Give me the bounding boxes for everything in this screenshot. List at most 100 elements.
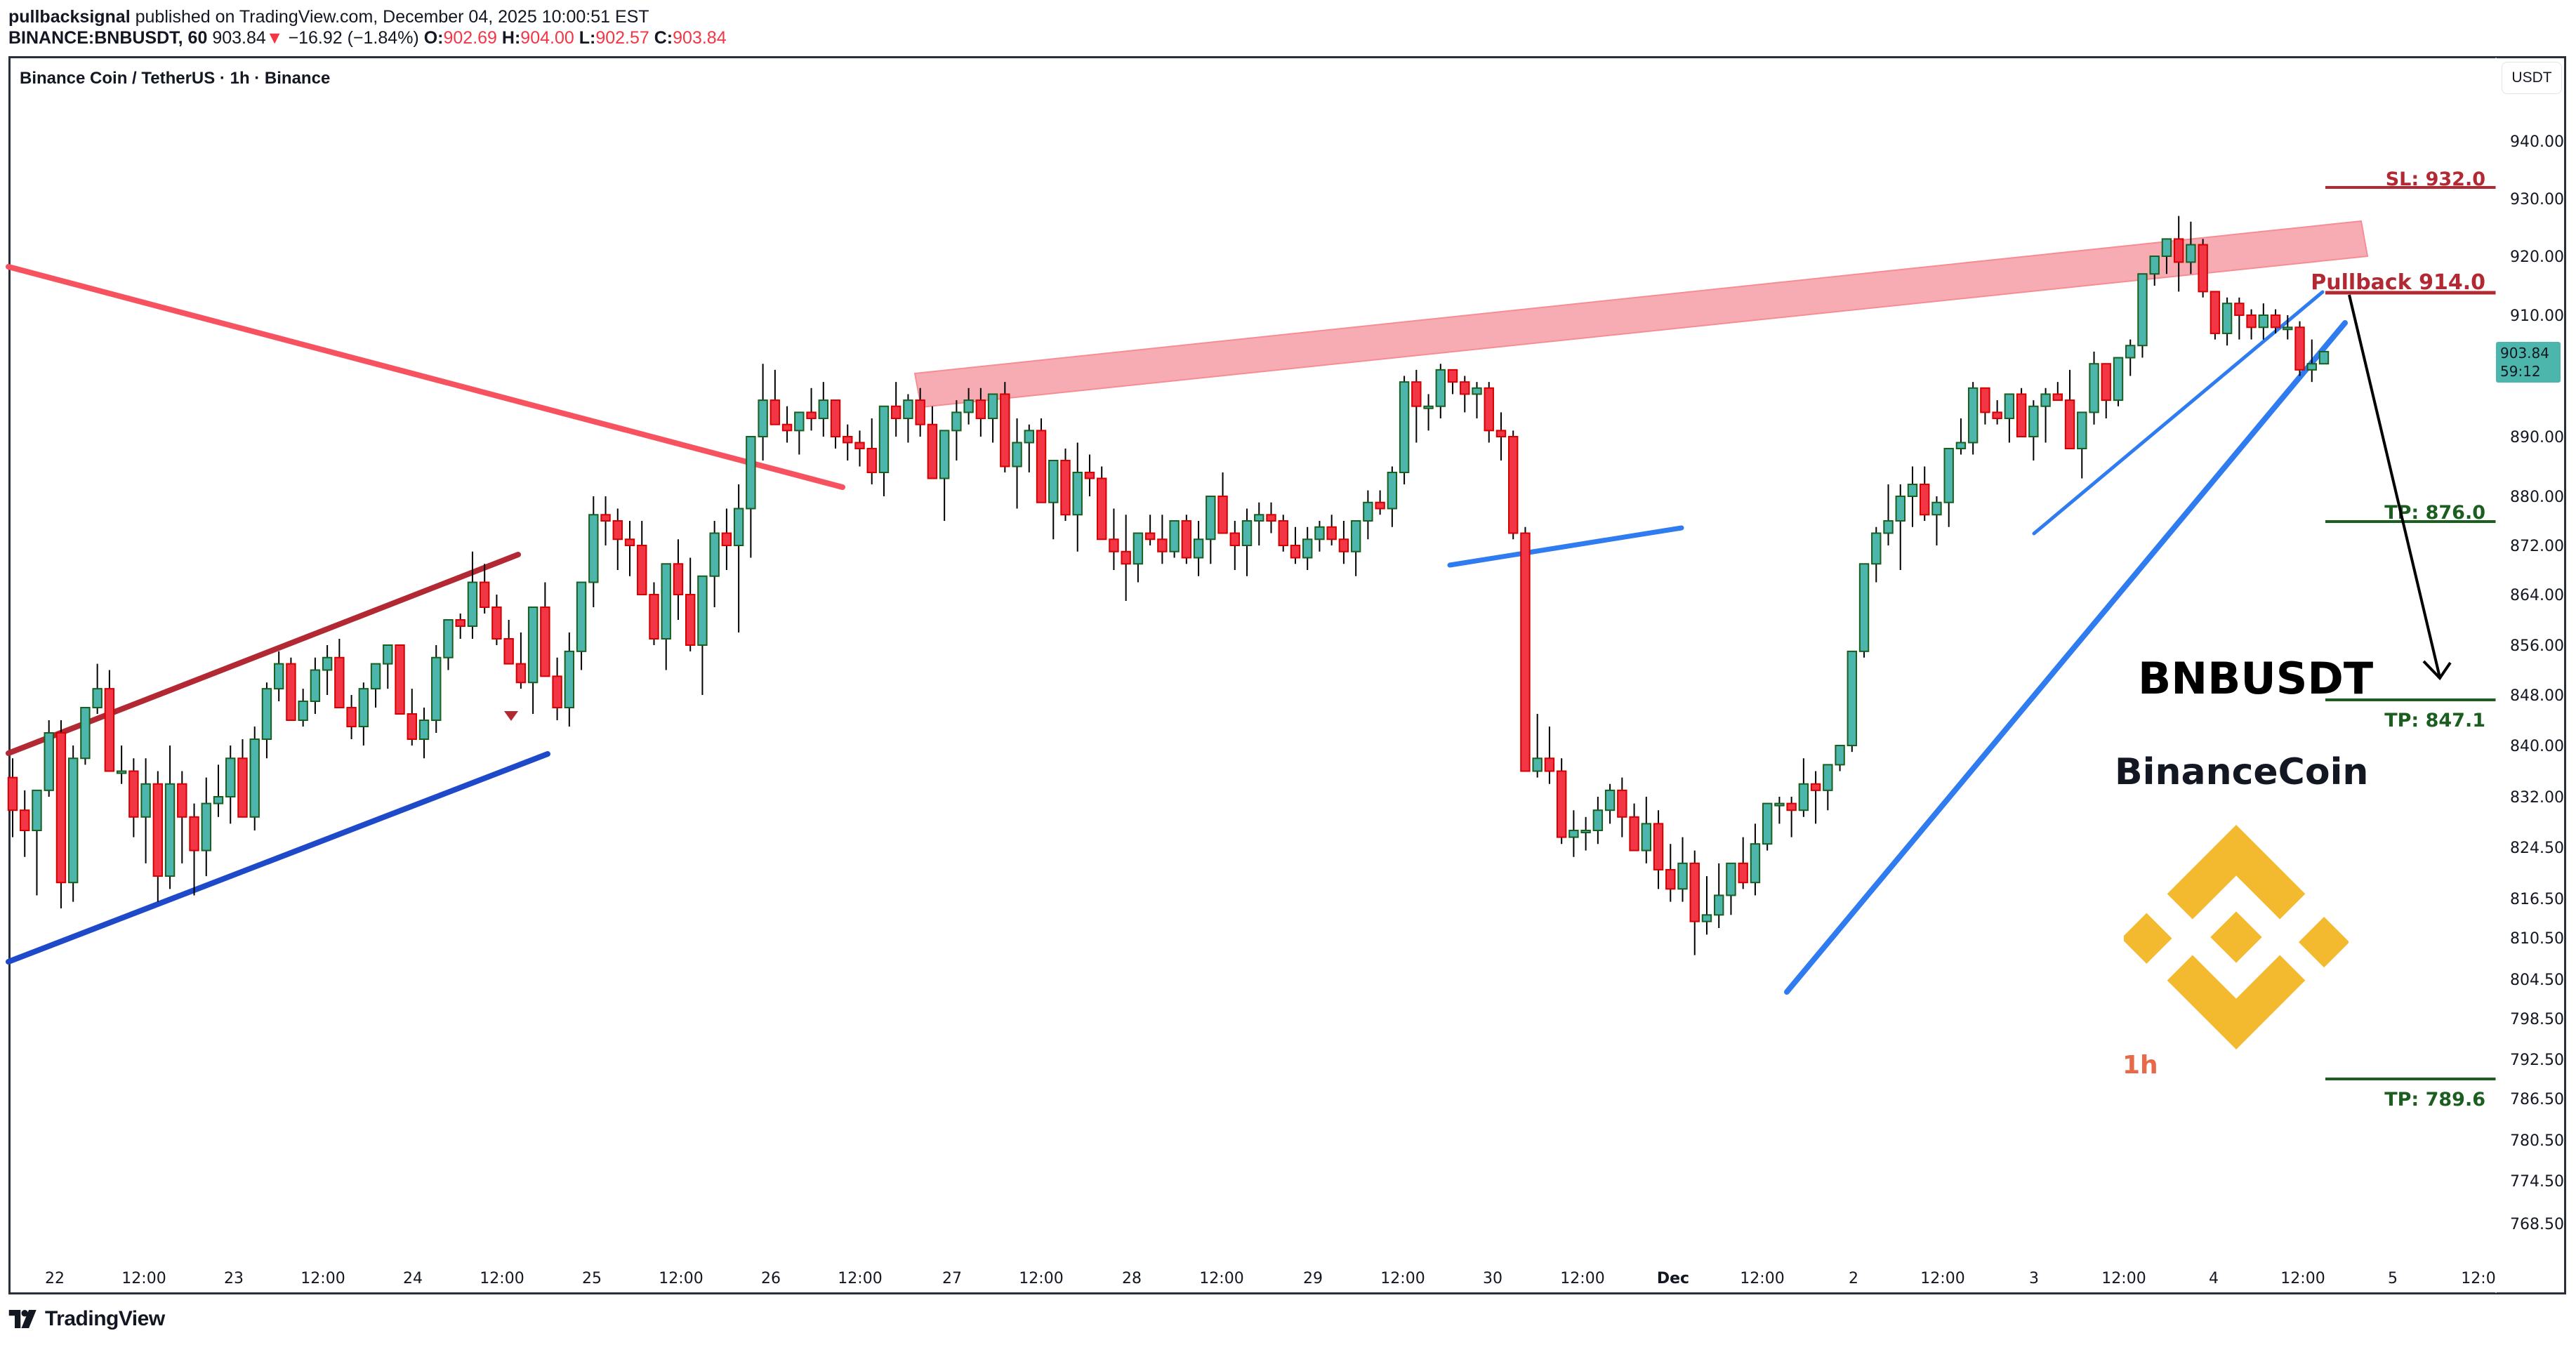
chart-frame[interactable] <box>8 56 2566 1294</box>
candle-down <box>649 594 659 640</box>
close-value: 903.84 <box>673 28 727 48</box>
drawings-layer <box>6 220 2369 995</box>
candle-up <box>2040 393 2051 407</box>
candle-up <box>1048 460 1059 503</box>
price-axis-tick: 872.00 <box>2510 538 2564 555</box>
time-axis-tick: 12:00 <box>480 1270 524 1287</box>
candle-up <box>697 575 708 646</box>
symbol-line: BINANCE:BNBUSDT, 60 903.84▼ −16.92 (−1.8… <box>8 28 727 48</box>
candle-down <box>1484 387 1494 432</box>
price-axis-tick: 810.50 <box>2510 930 2564 948</box>
channel-upper-line[interactable] <box>6 552 521 756</box>
time-axis-tick: Dec <box>1657 1270 1689 1287</box>
close-label: C: <box>654 28 673 48</box>
currency-button[interactable]: USDT <box>2502 62 2562 94</box>
candle-up <box>588 514 599 583</box>
price-axis-tick: 768.50 <box>2510 1216 2564 1233</box>
time-axis-tick: 12:00 <box>121 1270 166 1287</box>
candle-up <box>1302 538 1313 559</box>
price-axis-tick: 804.50 <box>2510 972 2564 989</box>
candle-up <box>1641 823 1652 852</box>
candle-down <box>1520 532 1531 772</box>
rising-trendline[interactable] <box>1784 320 2348 995</box>
candle-down <box>1121 550 1131 565</box>
candle-up <box>878 405 890 473</box>
candle-up <box>1750 843 1761 884</box>
candle-up <box>2125 345 2136 359</box>
candle-up <box>733 508 744 546</box>
candle-up <box>987 393 998 420</box>
candle-down <box>1617 789 1627 818</box>
price-tag-countdown: 59:12 <box>2500 363 2541 380</box>
candle-down <box>1411 381 1422 407</box>
support-line[interactable] <box>1447 525 1684 568</box>
candle-up <box>1472 387 1482 395</box>
high-label: H: <box>501 28 521 48</box>
candle-down <box>1338 538 1349 552</box>
candle-up <box>1132 532 1144 565</box>
candle-down <box>1144 532 1156 541</box>
candle-up <box>1012 442 1022 468</box>
price-axis-tick: 856.00 <box>2510 637 2564 655</box>
projection-arrow-line <box>2348 294 2441 678</box>
candle-up <box>1883 520 1894 534</box>
candle-up <box>1677 862 1688 890</box>
candle-down <box>612 520 623 541</box>
candle-down <box>1229 532 1241 546</box>
candle-up <box>1532 757 1543 772</box>
candle-up <box>2161 238 2172 257</box>
candle-down <box>237 757 248 818</box>
candle-up <box>1254 514 1264 522</box>
time-axis-tick: 12:00 <box>1560 1270 1604 1287</box>
candle-up <box>1169 520 1180 552</box>
candle-up <box>467 581 478 627</box>
price-axis-tick: 798.50 <box>2510 1011 2564 1028</box>
time-axis-tick: 27 <box>942 1270 962 1287</box>
wedge-trendline[interactable] <box>2032 290 2325 536</box>
candle-up <box>2137 273 2148 347</box>
candle-up <box>116 770 127 774</box>
candle-down <box>1278 520 1288 546</box>
candle-down <box>2234 303 2245 317</box>
candle-down <box>1992 411 2002 420</box>
candle-down <box>407 713 417 740</box>
candle-up <box>225 757 236 797</box>
price-axis-tick: 832.00 <box>2510 789 2564 807</box>
time-axis-tick: 22 <box>45 1270 65 1287</box>
time-axis-tick: 4 <box>2209 1270 2219 1287</box>
candle-down <box>1980 387 1990 413</box>
candle-up <box>1399 381 1410 474</box>
candle-up <box>1206 496 1216 541</box>
candle-down <box>854 442 865 449</box>
candle-down <box>1084 472 1095 479</box>
candle-down <box>1508 436 1519 534</box>
resistance-zone[interactable] <box>913 220 2369 409</box>
candle-down <box>927 423 938 479</box>
price-axis-tick: 824.50 <box>2510 840 2564 857</box>
high-value: 904.00 <box>520 28 574 48</box>
tradingview-brand[interactable]: TradingView <box>8 1307 165 1331</box>
candle-up <box>67 757 79 884</box>
time-axis-tick: 12:00 <box>1740 1270 1784 1287</box>
candle-down <box>1036 430 1047 503</box>
candle-down <box>1665 868 1676 890</box>
descending-trendline[interactable] <box>6 264 845 490</box>
candle-up <box>576 581 587 652</box>
candle-down <box>1326 526 1337 541</box>
channel-lower-line[interactable] <box>6 751 550 965</box>
candle-up <box>1835 745 1845 766</box>
candle-up <box>418 720 430 740</box>
candle-down <box>1810 783 1821 791</box>
time-axis-tick: 12:00 <box>2280 1270 2325 1287</box>
brand-name: TradingView <box>45 1307 165 1330</box>
candle-down <box>128 770 139 818</box>
time-axis-tick: 12:00 <box>1199 1270 1243 1287</box>
candle-up <box>201 802 211 852</box>
candle-up <box>709 532 720 577</box>
candle-up <box>1823 764 1833 791</box>
candle-up <box>1907 484 1918 497</box>
candle-down <box>491 607 502 640</box>
candle-down <box>1060 460 1071 516</box>
price-axis-tick: 940.00 <box>2510 133 2564 151</box>
